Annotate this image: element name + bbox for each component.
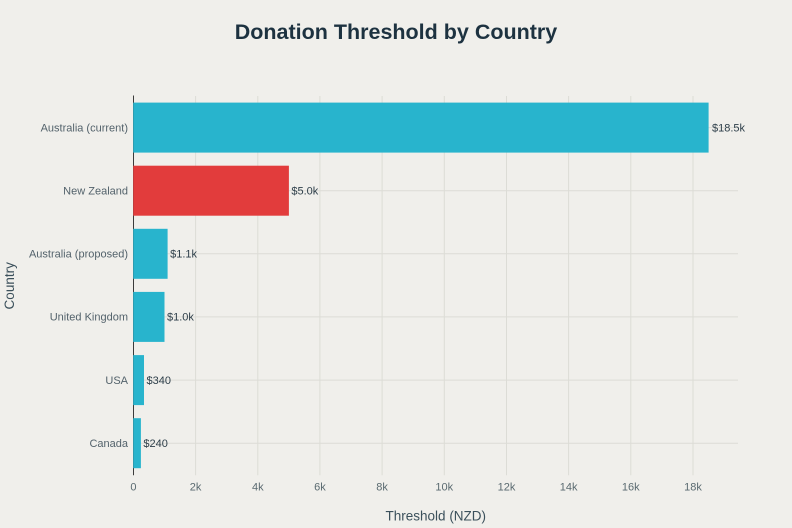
svg-text:18k: 18k xyxy=(684,482,702,494)
svg-text:2k: 2k xyxy=(190,482,202,494)
svg-text:$5.0k: $5.0k xyxy=(291,186,318,198)
svg-text:United Kingdom: United Kingdom xyxy=(50,312,128,324)
svg-text:0: 0 xyxy=(130,482,136,494)
svg-text:12k: 12k xyxy=(498,482,516,494)
svg-text:$340: $340 xyxy=(147,375,171,387)
svg-text:14k: 14k xyxy=(560,482,578,494)
svg-text:16k: 16k xyxy=(622,482,640,494)
svg-text:Australia (current): Australia (current) xyxy=(41,122,128,134)
svg-text:$1.1k: $1.1k xyxy=(170,249,197,261)
svg-text:Donation Threshold by Country: Donation Threshold by Country xyxy=(235,20,558,44)
svg-text:4k: 4k xyxy=(252,482,264,494)
svg-text:USA: USA xyxy=(105,375,128,387)
svg-text:$240: $240 xyxy=(143,438,167,450)
svg-text:$18.5k: $18.5k xyxy=(712,122,746,134)
svg-text:New Zealand: New Zealand xyxy=(63,186,128,198)
svg-text:Threshold (NZD): Threshold (NZD) xyxy=(386,508,487,523)
svg-text:Australia (proposed): Australia (proposed) xyxy=(29,249,128,261)
svg-text:6k: 6k xyxy=(314,482,326,494)
svg-text:Canada: Canada xyxy=(89,438,128,450)
svg-text:8k: 8k xyxy=(376,482,388,494)
svg-text:Country: Country xyxy=(2,262,17,310)
svg-text:$1.0k: $1.0k xyxy=(167,312,194,324)
svg-text:10k: 10k xyxy=(435,482,453,494)
